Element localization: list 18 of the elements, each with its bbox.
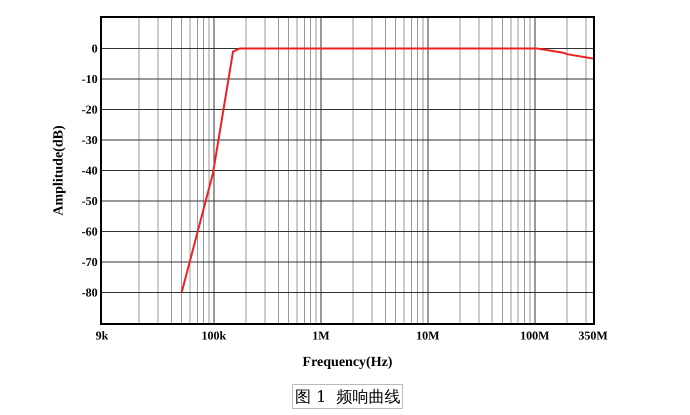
- y-tick-label: -50: [82, 194, 98, 208]
- y-tick-label: -70: [82, 255, 98, 270]
- x-tick-label: 10M: [416, 328, 440, 342]
- x-tick-label: 1M: [312, 328, 330, 342]
- x-tick-label: 100k: [202, 328, 227, 342]
- x-tick-label: 100M: [520, 328, 550, 342]
- x-tick-label: 350M: [578, 328, 608, 342]
- y-axis-title: Amplitude(dB): [52, 125, 67, 216]
- y-tick-label: -40: [82, 164, 98, 178]
- y-tick-label: -20: [82, 102, 98, 117]
- x-tick-label: 9k: [96, 328, 109, 342]
- caption: 图 1 频响曲线: [295, 387, 400, 406]
- y-tick-label: -80: [82, 286, 98, 300]
- y-tick-label: 0: [92, 42, 98, 56]
- y-tick-label: -10: [82, 72, 98, 86]
- y-tick-label: -30: [82, 133, 98, 148]
- x-axis-title: Frequency(Hz): [302, 355, 393, 370]
- y-tick-label: -60: [82, 224, 98, 239]
